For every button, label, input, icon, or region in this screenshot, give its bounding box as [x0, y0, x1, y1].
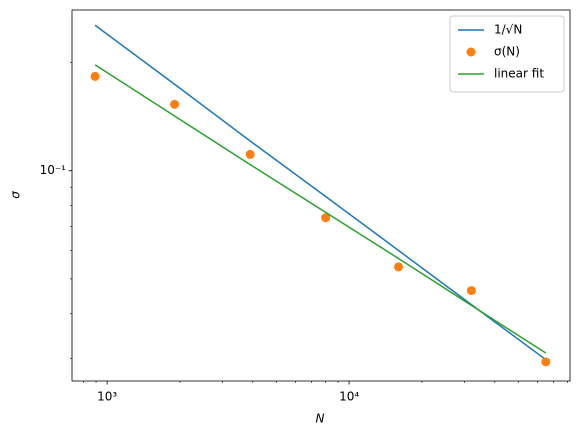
series-line	[94, 64, 547, 354]
series-marker	[245, 149, 255, 159]
y-axis-label: σ	[9, 191, 23, 199]
legend-label: σ(N)	[494, 45, 520, 59]
legend-marker	[466, 47, 476, 57]
x-tick-label: 10³	[97, 390, 117, 404]
series-marker	[321, 213, 331, 223]
series-marker	[466, 286, 476, 296]
legend-label: 1/√N	[494, 23, 522, 37]
legend-label: linear fit	[494, 67, 544, 81]
y-tick-label: 10⁻¹	[40, 163, 67, 177]
series-marker	[394, 262, 404, 272]
series-marker	[541, 357, 551, 367]
x-axis-label: N	[316, 412, 325, 426]
x-tick-label: 10⁴	[339, 390, 359, 404]
series-marker	[90, 71, 100, 81]
legend-box	[449, 15, 565, 93]
axes-frame	[71, 9, 571, 382]
series-marker	[170, 99, 180, 109]
